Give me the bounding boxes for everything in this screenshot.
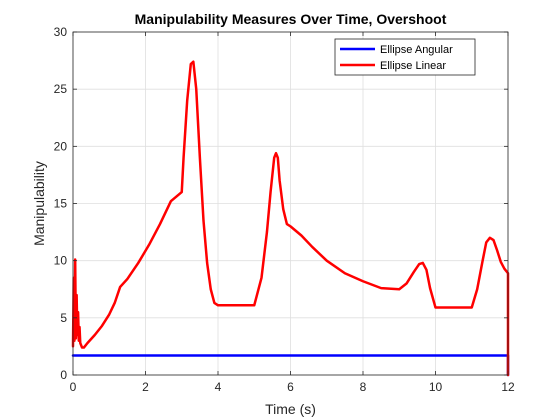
x-tick-label: 6 [287, 380, 294, 394]
series-line-ellipse-linear [71, 60, 510, 377]
y-tick-label: 0 [60, 368, 67, 382]
legend-label-ellipse-linear: Ellipse Linear [380, 60, 446, 72]
x-axis-label: Time (s) [265, 401, 316, 417]
y-tick-label: 20 [54, 139, 68, 153]
y-tick-label: 15 [54, 197, 68, 211]
x-tick-label: 0 [70, 380, 77, 394]
ticks: 0 2 4 6 8 10 12 0 5 10 15 20 25 30 [54, 25, 515, 394]
x-tick-label: 2 [142, 380, 149, 394]
x-tick-label: 12 [501, 380, 515, 394]
x-tick-label: 10 [429, 380, 443, 394]
x-tick-label: 8 [360, 380, 367, 394]
y-tick-label: 5 [60, 311, 67, 325]
legend-box [334, 38, 476, 76]
y-tick-label: 10 [54, 254, 68, 268]
x-tick-label: 4 [215, 380, 222, 394]
y-tick-label: 25 [54, 82, 68, 96]
legend: Ellipse Angular Ellipse Linear [334, 38, 476, 76]
chart-title: Manipulability Measures Over Time, Overs… [135, 11, 447, 27]
legend-label-ellipse-angular: Ellipse Angular [380, 44, 453, 56]
y-tick-label: 30 [54, 25, 68, 39]
y-axis-label: Manipulability [31, 161, 47, 246]
